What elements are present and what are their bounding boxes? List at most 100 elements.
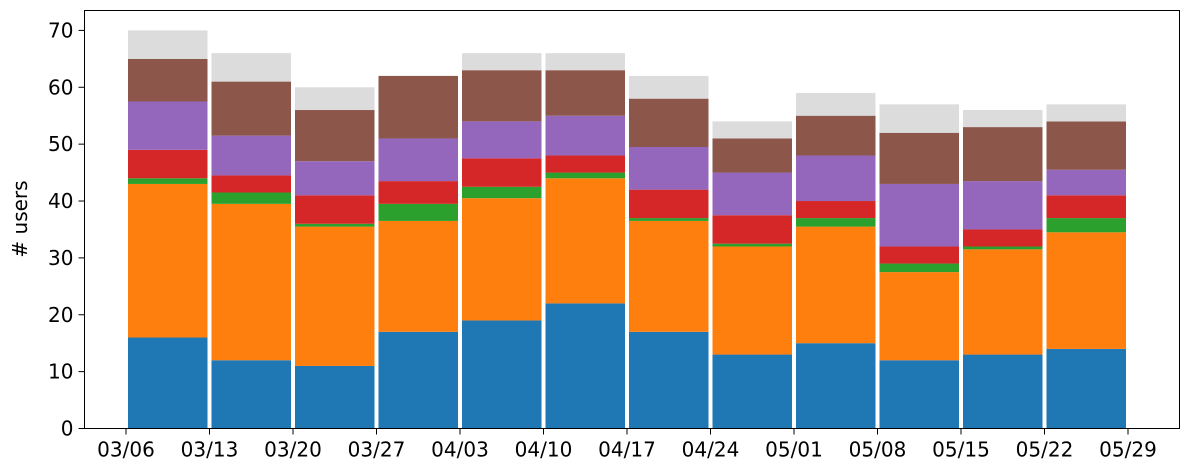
y-tick-label: 0 <box>61 417 74 441</box>
bar-segment <box>879 272 959 361</box>
bar-segment <box>211 192 291 204</box>
bar-segment <box>963 127 1043 182</box>
x-tick-label: 03/20 <box>264 438 322 462</box>
bar-segment <box>629 220 709 332</box>
bar-segment <box>295 365 375 429</box>
bar-segment <box>128 58 208 102</box>
bar-segment <box>211 135 291 176</box>
bar-segment <box>378 220 458 332</box>
bar-segment <box>211 360 291 429</box>
bar-segment <box>963 229 1043 247</box>
bar-segment <box>712 121 792 139</box>
bar-segment <box>462 320 542 429</box>
bar-segment <box>796 343 876 429</box>
bar-segment <box>712 354 792 429</box>
bar-segment <box>879 263 959 273</box>
bar-segment <box>462 186 542 199</box>
bar-segment <box>629 331 709 429</box>
plot-frame <box>84 10 1180 429</box>
bar-segment <box>211 53 291 82</box>
bar-segment <box>462 53 542 71</box>
bar-segment <box>462 121 542 159</box>
bar-segment <box>629 189 709 219</box>
bar-segment <box>963 246 1043 250</box>
bar-segment <box>879 360 959 429</box>
y-tick-label: 70 <box>48 18 73 42</box>
bar-segment <box>128 30 208 59</box>
bar-segment <box>295 87 375 111</box>
bar-segment <box>128 337 208 429</box>
bar-segment <box>1046 232 1126 349</box>
y-axis: 0 10 20 30 40 50 60 70 <box>48 18 85 441</box>
y-tick-label: 50 <box>48 132 73 156</box>
bar-segment <box>1046 195 1126 219</box>
bar-segment <box>796 92 876 116</box>
bar-segment <box>128 178 208 184</box>
bar-segment <box>1046 348 1126 429</box>
bar-segment <box>295 195 375 224</box>
bar-segment <box>378 331 458 429</box>
y-tick-label: 30 <box>48 246 73 270</box>
bar-segment <box>712 246 792 355</box>
bar-segment <box>295 161 375 196</box>
y-tick-label: 40 <box>48 189 73 213</box>
bar-segment <box>879 104 959 133</box>
bar-segment <box>796 218 876 227</box>
bar-segment <box>963 249 1043 355</box>
bar-segment <box>879 246 959 264</box>
x-tick-label: 04/17 <box>598 438 656 462</box>
bar-segment <box>629 98 709 147</box>
x-tick-label: 04/24 <box>682 438 740 462</box>
y-tick-label: 20 <box>48 303 73 327</box>
bar-segment <box>545 303 625 429</box>
bar-segment <box>629 146 709 190</box>
y-axis-title: # users <box>8 180 32 257</box>
bar-segment <box>462 70 542 122</box>
bar-segment <box>211 81 291 136</box>
bar-segment <box>128 101 208 150</box>
x-tick-label: 04/10 <box>515 438 573 462</box>
bar-segment <box>963 181 1043 230</box>
bar-segment <box>796 201 876 219</box>
x-tick-label: 05/22 <box>1016 438 1074 462</box>
bar-segment <box>629 218 709 221</box>
bar-segment <box>712 243 792 247</box>
x-tick-label: 03/06 <box>97 438 155 462</box>
bar-segment <box>879 132 959 184</box>
bar-segment <box>295 223 375 227</box>
x-tick-label: 05/15 <box>932 438 990 462</box>
bar-segment <box>712 138 792 173</box>
bar-segment <box>295 110 375 162</box>
bar-segment <box>462 158 542 187</box>
x-tick-label: 05/01 <box>765 438 823 462</box>
bar-segment <box>629 75 709 99</box>
bar-segment <box>295 226 375 366</box>
bar-segment <box>712 215 792 244</box>
x-tick-label: 05/08 <box>849 438 907 462</box>
bar-segment <box>462 198 542 321</box>
bar-segment <box>796 115 876 156</box>
bar-segment <box>879 183 959 247</box>
bar-segment <box>211 203 291 361</box>
bar-segment <box>128 149 208 179</box>
bar-segment <box>796 226 876 344</box>
bar-segment <box>378 138 458 182</box>
bar-segment <box>796 155 876 202</box>
bar-segment <box>545 172 625 179</box>
bars-layer <box>128 30 1126 429</box>
bar-segment <box>963 110 1043 128</box>
bar-segment <box>963 354 1043 429</box>
bar-segment <box>378 181 458 204</box>
bar-segment <box>1046 169 1126 196</box>
y-tick-label: 10 <box>48 360 73 384</box>
bar-segment <box>545 70 625 116</box>
x-tick-label: 05/29 <box>1099 438 1157 462</box>
x-axis: 03/06 03/13 03/20 03/27 04/03 04/10 04/17 04/24… <box>97 428 1157 462</box>
bar-segment <box>378 203 458 221</box>
bar-segment <box>545 155 625 173</box>
bar-segment <box>378 75 458 139</box>
bar-segment <box>712 172 792 216</box>
bar-segment <box>545 115 625 156</box>
x-tick-label: 03/13 <box>181 438 239 462</box>
bar-segment <box>1046 121 1126 170</box>
